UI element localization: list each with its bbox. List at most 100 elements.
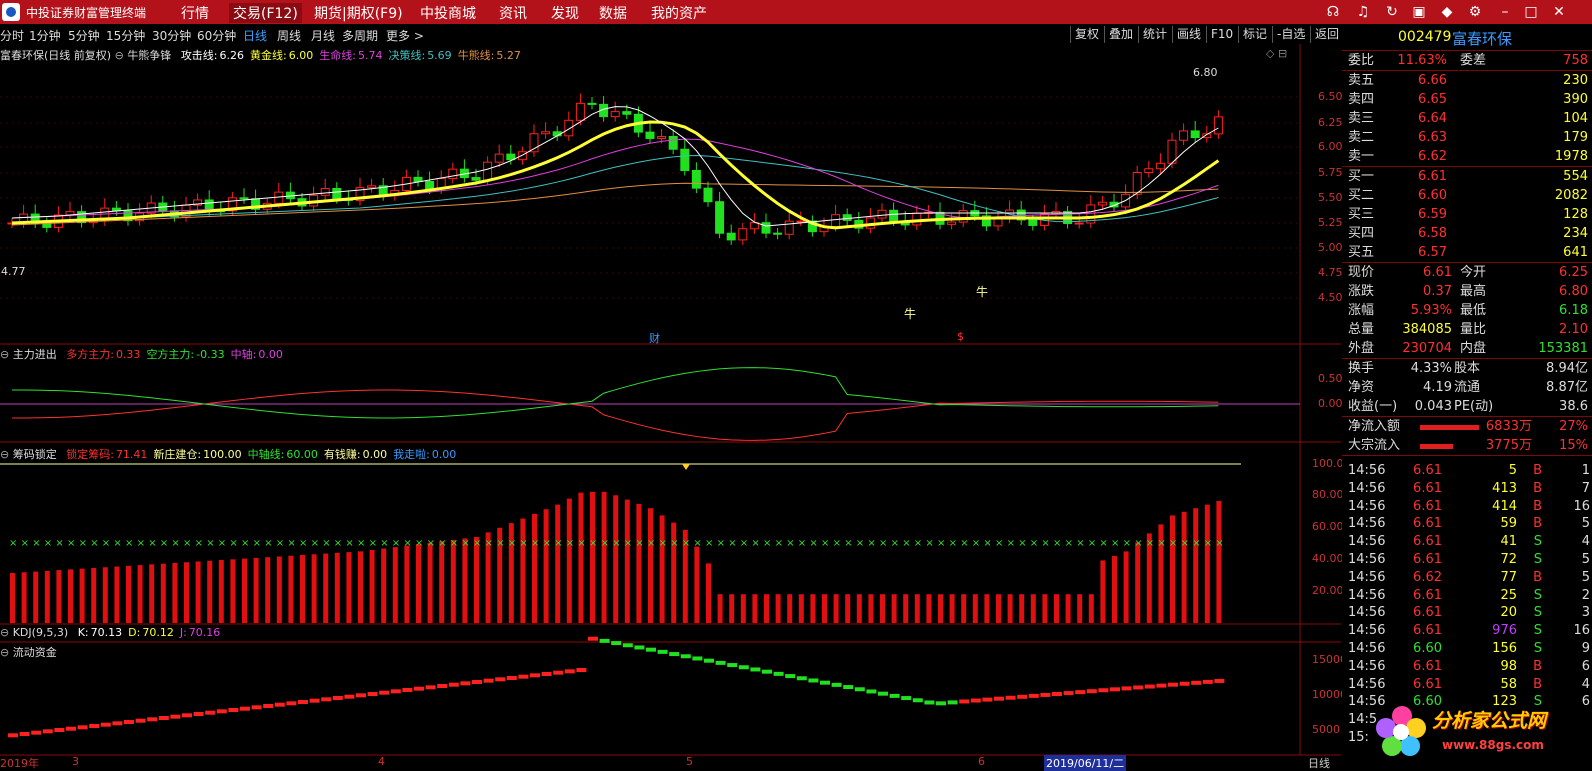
indicator-name[interactable]: 牛熊争锋 (127, 49, 172, 62)
svg-text:×: × (1181, 538, 1189, 549)
period-multi[interactable]: 多周期 (342, 29, 379, 43)
legend-item: 生命线: 5.74 (319, 49, 382, 62)
menu-data[interactable]: 数据 (599, 6, 627, 22)
btn-remove-watch[interactable]: -自选 (1272, 26, 1309, 43)
bid-label: 买三 (1348, 207, 1375, 222)
legend-value: 0.00 (431, 448, 457, 461)
svg-text:×: × (983, 538, 991, 549)
expand-icons[interactable]: ◇ ⊟ (1266, 47, 1288, 60)
svg-text:×: × (670, 538, 678, 549)
btn-stats[interactable]: 统计 (1138, 26, 1171, 43)
tick-direction: S (1533, 587, 1542, 603)
svg-text:×: × (9, 538, 17, 549)
svg-text:×: × (1041, 538, 1049, 549)
menu-mall[interactable]: 中投商城 (420, 6, 476, 22)
period-60min[interactable]: 60分钟 (197, 29, 237, 43)
price-tick: 6.00 (1318, 140, 1343, 153)
menu-news[interactable]: 资讯 (499, 6, 527, 22)
period-daily[interactable]: 日线 (243, 29, 268, 43)
period-monthly[interactable]: 月线 (311, 29, 336, 43)
panel-main-force (11, 367, 1219, 441)
btn-restore-rights[interactable]: 复权 (1070, 26, 1103, 43)
btn-f10[interactable]: F10 (1206, 26, 1237, 43)
svg-text:×: × (137, 538, 145, 549)
cube-icon[interactable]: ◆ (1441, 4, 1453, 20)
btn-overlay[interactable]: 叠加 (1104, 26, 1137, 43)
ask-row: 卖四 6.65 390 (1342, 90, 1592, 109)
svg-text:×: × (1157, 538, 1165, 549)
svg-text:×: × (508, 538, 516, 549)
legend-item: 牛熊线: 5.27 (458, 49, 521, 62)
close-icon[interactable]: ✕ (1553, 4, 1565, 20)
stat-label: 外盘 (1348, 341, 1375, 356)
price-tick: 4.50 (1318, 291, 1343, 304)
maximize-icon[interactable]: □ (1524, 4, 1538, 20)
box-icon[interactable]: ▣ (1412, 4, 1426, 20)
tick-price: 6.61 (1413, 480, 1442, 496)
btn-draw[interactable]: 画线 (1172, 26, 1205, 43)
svg-text:×: × (751, 538, 759, 549)
stat-label2: 最低 (1460, 303, 1487, 318)
stat-row: 总量 384085 量比 2.10 (1342, 320, 1592, 339)
kline-chart[interactable]: × × × × × × × × × × × × × × × × × × × × × × × × × × × × × × × × × × × × × × × ×… (0, 44, 1341, 768)
svg-text:×: × (380, 538, 388, 549)
panel5-toggle-icon[interactable]: ⊖ (0, 646, 13, 659)
tick-direction: B (1533, 676, 1542, 692)
panel5-tick: 10000 (1312, 688, 1347, 701)
price-tick: 5.50 (1318, 191, 1343, 204)
panel3-toggle-icon[interactable]: ⊖ (0, 448, 13, 461)
tick-volume: 123 (1492, 694, 1517, 710)
panel-liquidity (8, 636, 1225, 738)
btn-back[interactable]: 返回 (1310, 26, 1343, 43)
ask-price: 6.65 (1418, 92, 1447, 107)
menu-futures[interactable]: 期货|期权(F9) (314, 6, 403, 22)
weicha-label: 委差 (1460, 53, 1487, 68)
refresh-icon[interactable]: ↻ (1386, 4, 1398, 20)
settings-icon[interactable]: ⚙ (1468, 4, 1482, 20)
svg-text:×: × (450, 538, 458, 549)
panel2-toggle-icon[interactable]: ⊖ (0, 348, 13, 361)
tick-row: 14:5 (1342, 710, 1592, 729)
panel4-toggle-icon[interactable]: ⊖ (0, 626, 13, 639)
bell-icon[interactable]: ♫ (1356, 4, 1370, 20)
x-label-5: 5 (686, 755, 693, 768)
price-tick: 5.25 (1318, 216, 1343, 229)
menu-assets[interactable]: 我的资产 (651, 6, 707, 22)
tick-volume: 41 (1500, 534, 1517, 550)
period-15min[interactable]: 15分钟 (106, 29, 146, 43)
period-weekly[interactable]: 周线 (277, 29, 302, 43)
period-30min[interactable]: 30分钟 (152, 29, 192, 43)
menu-trade[interactable]: 交易(F12) (229, 3, 302, 23)
tick-count: 5 (1581, 516, 1590, 532)
svg-text:×: × (833, 538, 841, 549)
minimize-icon[interactable]: – (1501, 4, 1509, 20)
period-1min[interactable]: 1分钟 (29, 29, 61, 43)
tick-time: 14:56 (1348, 480, 1386, 496)
tick-direction: B (1533, 480, 1542, 496)
btn-mark[interactable]: 标记 (1238, 26, 1271, 43)
period-more[interactable]: 更多 > (386, 29, 424, 43)
period-tick[interactable]: 分时 (0, 29, 25, 43)
svg-text:×: × (102, 538, 110, 549)
menu-quotes[interactable]: 行情 (181, 6, 209, 22)
time-axis: 2019年 3 4 5 6 2019/06/11/二 日线 (0, 755, 1341, 771)
app-title: 中投证券财富管理终端 (26, 6, 147, 20)
legend-value: 0.00 (258, 348, 283, 361)
svg-text:×: × (113, 538, 121, 549)
tick-time: 14:56 (1348, 641, 1386, 656)
x-label-year: 2019年 (0, 757, 39, 770)
menu-discover[interactable]: 发现 (551, 6, 579, 22)
weibi-label: 委比 (1348, 53, 1375, 68)
indicator-toggle-icon[interactable]: ⊖ (114, 49, 128, 62)
tick-price: 6.61 (1413, 605, 1442, 621)
headset-icon[interactable]: ☊ (1326, 4, 1340, 20)
period-5min[interactable]: 5分钟 (68, 29, 100, 43)
legend-label: 空方主力: (146, 348, 195, 361)
svg-text:×: × (566, 538, 574, 549)
svg-text:×: × (403, 538, 411, 549)
flow-bar (1420, 444, 1453, 449)
tick-row: 14:56 6.60 123 S 6 (1342, 692, 1592, 711)
svg-text:×: × (902, 538, 910, 549)
tick-row: 14:56 6.61 41 S 4 (1342, 532, 1592, 551)
svg-text:×: × (1111, 538, 1119, 549)
